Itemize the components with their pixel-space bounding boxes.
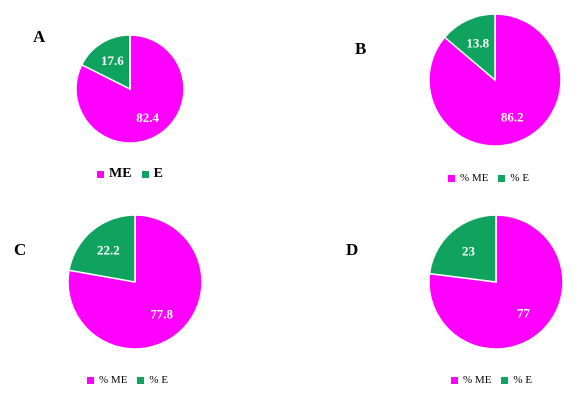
legend-swatch-e [137, 376, 145, 384]
legend-item-me: % ME [451, 374, 491, 386]
legend-swatch-me [448, 174, 455, 182]
legend-swatch-me [451, 376, 458, 384]
legend-label-e: % E [513, 374, 533, 386]
legend-item-me: % ME [87, 374, 127, 386]
slice-label-me: 86.2 [501, 110, 524, 125]
legend-a: ME E [97, 166, 163, 182]
legend-item-e: % E [137, 374, 168, 386]
legend-label-me: % ME [463, 374, 492, 386]
legend-label-me: % ME [99, 374, 128, 386]
pie-slice-e [443, 13, 496, 82]
slice-label-me: 82.4 [136, 110, 159, 125]
legend-label-e: E [153, 166, 163, 181]
pie-slice-e [80, 34, 131, 91]
slice-label-me: 77.8 [150, 306, 173, 321]
legend-swatch-e [141, 170, 149, 178]
legend-label-me: ME [109, 166, 132, 181]
legend-label-e: % E [510, 172, 530, 184]
panel-label-c: C [14, 240, 27, 259]
slice-label-e: 22.2 [97, 243, 120, 258]
legend-swatch-me [87, 376, 94, 384]
legend-c: % ME % E [87, 374, 168, 386]
panel-label-b: B [355, 39, 367, 58]
slice-label-me: 77 [517, 306, 531, 321]
legend-item-me: % ME [448, 172, 488, 184]
pie-slice-e [68, 214, 136, 283]
slice-label-e: 17.6 [101, 53, 124, 68]
legend-swatch-me [97, 170, 104, 178]
legend-label-me: % ME [460, 172, 489, 184]
legend-item-e: E [141, 166, 163, 182]
legend-item-me: ME [97, 166, 132, 182]
pie-slice-me [428, 214, 564, 350]
panel-label-d: D [346, 240, 359, 259]
legend-swatch-e [498, 174, 506, 182]
legend-item-e: % E [498, 172, 529, 184]
pie-slice-me [67, 214, 203, 350]
slice-label-e: 13.8 [466, 35, 489, 50]
legend-item-e: % E [501, 374, 532, 386]
panel-label-a: A [33, 27, 46, 46]
legend-d: % ME % E [451, 374, 532, 386]
legend-label-e: % E [149, 374, 169, 386]
legend-swatch-e [501, 376, 509, 384]
legend-b: % ME % E [448, 172, 529, 184]
slice-label-e: 23 [462, 243, 476, 258]
pie-slice-e [428, 214, 497, 283]
